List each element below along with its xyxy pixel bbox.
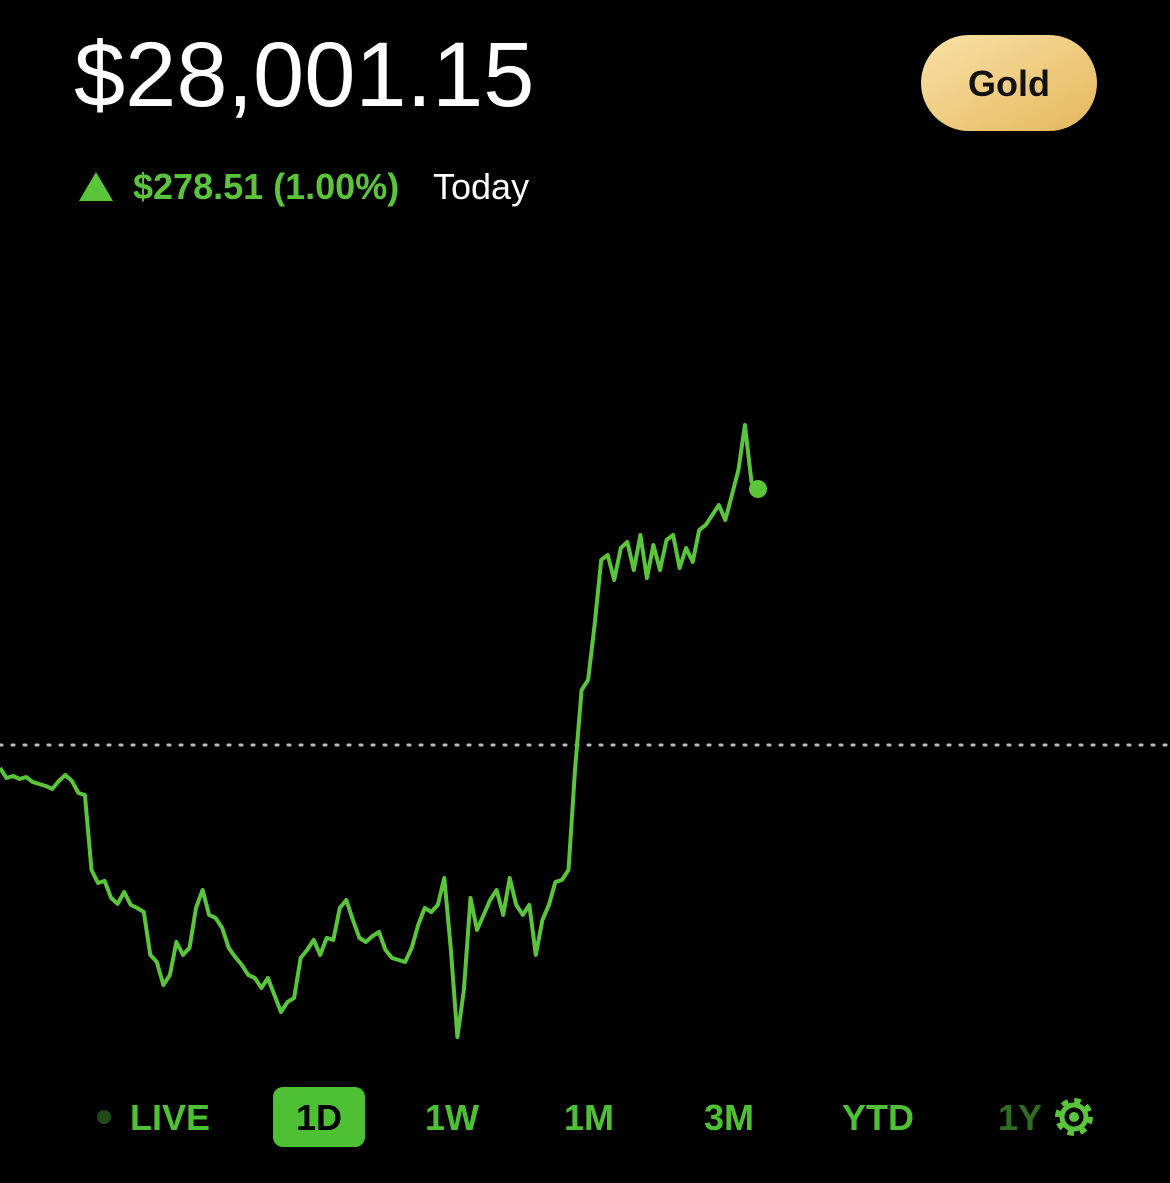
range-button[interactable]: LIVE [130, 1097, 210, 1138]
live-dot [97, 1110, 111, 1124]
gold-label[interactable]: Gold [968, 63, 1050, 104]
change-text: $278.51 (1.00%) [133, 166, 399, 207]
portfolio-value: $28,001.15 [74, 24, 534, 126]
gold-button[interactable] [921, 35, 1097, 131]
period-text: Today [433, 166, 529, 207]
price-line [0, 423, 760, 1039]
up-arrow [79, 172, 113, 201]
current-point [749, 480, 767, 499]
range-button[interactable]: 1Y [998, 1097, 1042, 1138]
range-button[interactable]: 1W [425, 1097, 479, 1138]
range-button[interactable]: 1M [564, 1097, 614, 1138]
range-button[interactable]: YTD [842, 1097, 914, 1138]
range-active-bg[interactable] [273, 1087, 365, 1147]
settings-icon[interactable] [1055, 1098, 1093, 1136]
range-button[interactable]: 1D [296, 1097, 342, 1138]
range-button[interactable]: 3M [704, 1097, 754, 1138]
